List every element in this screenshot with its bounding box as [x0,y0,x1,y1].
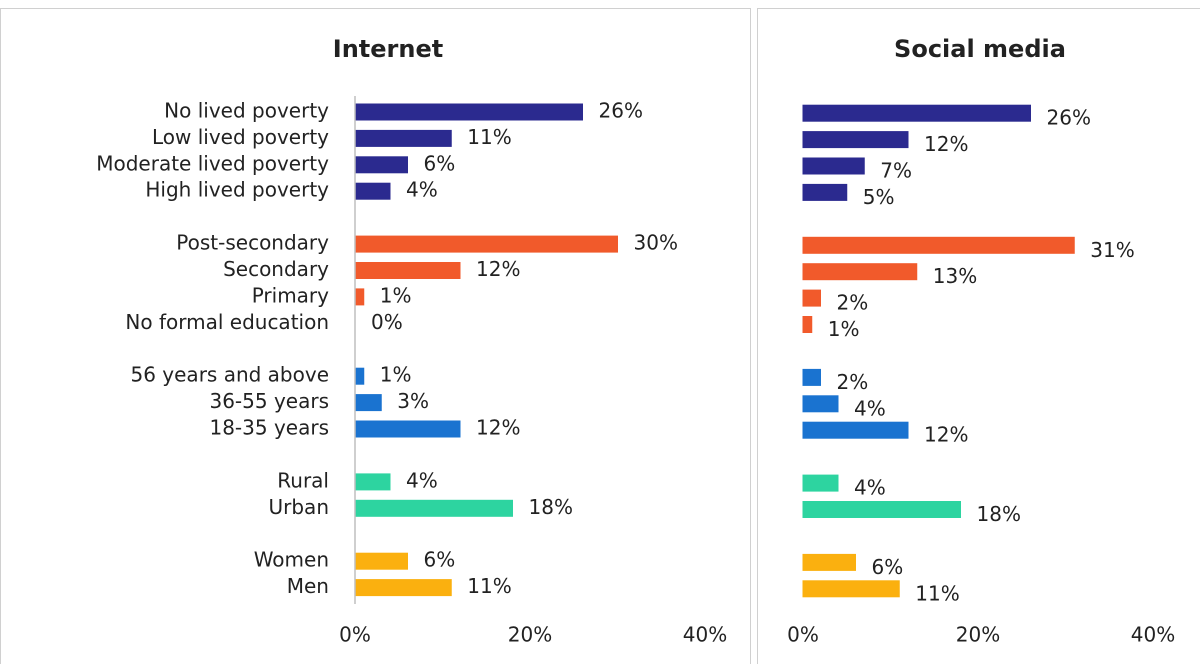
category-label: Primary [252,283,329,307]
value-label: 12% [924,423,968,447]
category-label: No formal education [125,310,329,334]
value-label: 1% [828,317,860,341]
value-label: 6% [424,548,456,572]
bar [802,236,1075,254]
bar [354,473,391,491]
bar [802,289,821,307]
category-label: Post-secondary [176,231,329,255]
value-label: 18% [977,502,1021,526]
value-label: 2% [837,370,869,394]
x-tick-label: 20% [508,623,552,647]
category-label: Secondary [223,257,329,281]
bar [802,316,813,333]
bar [802,263,918,281]
category-label: No lived poverty [164,99,329,123]
bar [802,368,821,386]
x-tick-label: 20% [956,623,1000,647]
x-tick-label: 40% [1131,623,1175,647]
bar [802,501,961,518]
bar [354,235,618,253]
category-label: Moderate lived poverty [96,151,329,175]
value-label: 4% [406,468,438,492]
value-label: 4% [854,476,886,500]
bar [354,156,408,174]
bar [354,262,461,279]
value-label: 26% [599,99,643,123]
panel-border [757,8,1200,664]
value-label: 7% [880,159,912,183]
bar [802,157,865,175]
value-label: 13% [933,264,977,288]
category-label: 18-35 years [209,416,329,440]
value-label: 12% [476,416,520,440]
value-label: 1% [380,283,412,307]
value-label: 6% [872,555,904,579]
category-label: 36-55 years [209,389,329,413]
x-tick-label: 40% [683,623,727,647]
category-label: Low lived poverty [152,125,329,149]
value-label: 3% [397,389,429,413]
panel-border [0,8,751,664]
value-label: 5% [863,185,895,209]
bar [802,104,1031,122]
value-label: 4% [406,178,438,202]
bar [354,394,382,412]
category-label: Urban [269,495,330,519]
bar [354,103,583,121]
bar [802,131,909,149]
category-label: Men [287,574,329,598]
bar [802,580,900,598]
bar [802,553,856,571]
value-label: 6% [424,151,456,175]
category-label: 56 years and above [130,363,329,387]
bar [354,367,365,385]
category-label: Rural [277,468,329,492]
value-label: 12% [924,132,968,156]
value-label: 11% [467,125,511,149]
bar [354,129,452,147]
chart-title: Internet [333,35,443,63]
value-label: 11% [467,574,511,598]
chart-title: Social media [894,35,1066,63]
bar [354,288,365,306]
value-label: 0% [371,310,403,334]
category-label: High lived poverty [145,178,329,202]
value-label: 30% [634,231,678,255]
bar [354,579,452,597]
bar [802,183,848,201]
value-label: 4% [854,396,886,420]
value-label: 31% [1090,238,1134,262]
x-tick-label: 0% [339,623,371,647]
x-tick-label: 0% [787,623,819,647]
bar [354,420,461,438]
value-label: 2% [837,291,869,315]
value-label: 1% [380,363,412,387]
value-label: 12% [476,257,520,281]
bar [802,474,839,492]
bar [354,552,408,570]
bar [354,499,513,517]
value-label: 18% [529,495,573,519]
value-label: 26% [1047,106,1091,130]
bar [802,395,839,413]
bar [802,421,909,439]
category-label: Women [254,548,329,572]
value-label: 11% [915,581,959,605]
bar [354,182,391,200]
